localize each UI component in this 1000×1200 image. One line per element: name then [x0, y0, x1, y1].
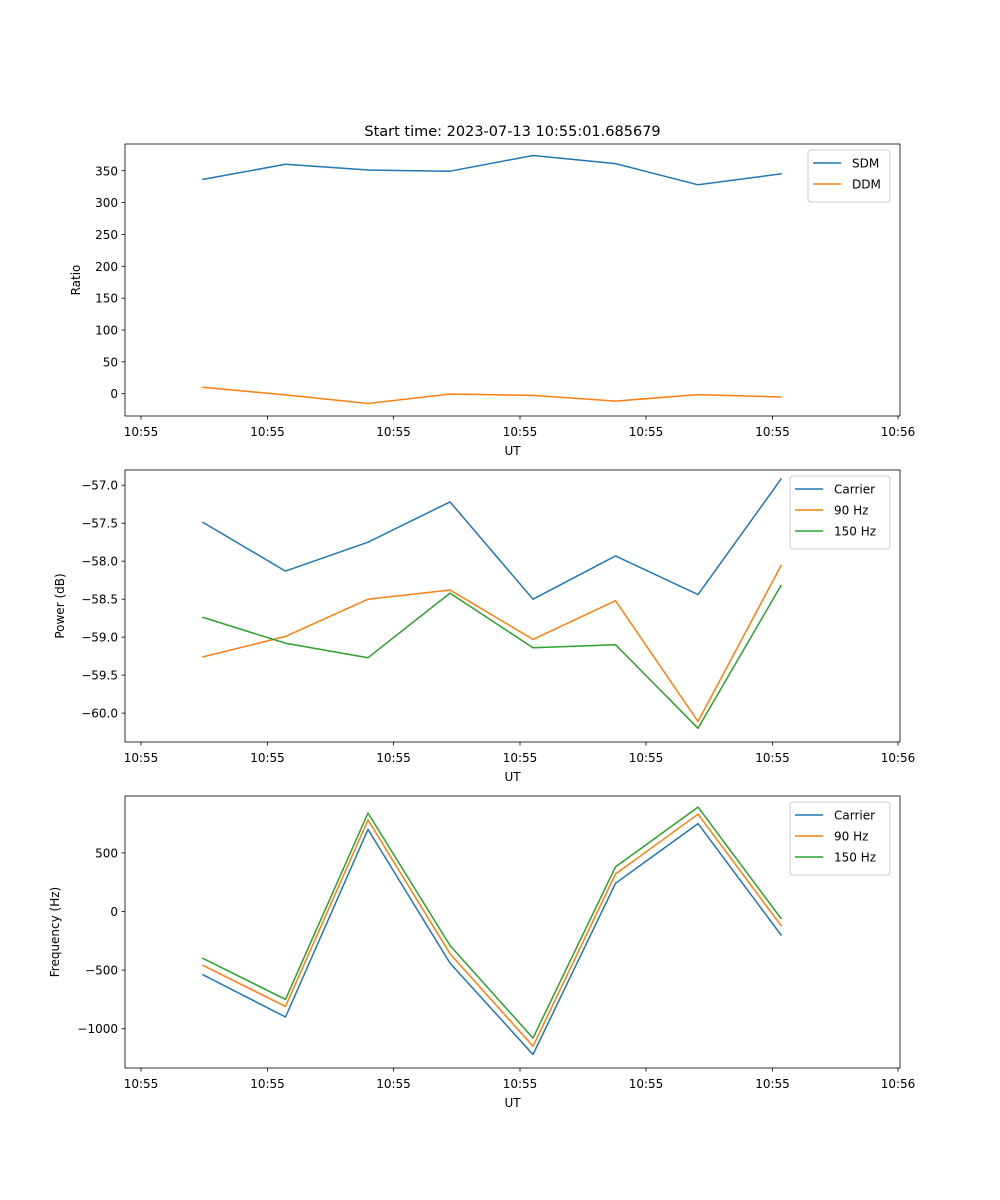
y-tick-label: −59.0 — [81, 631, 118, 645]
x-tick-label: 10:56 — [881, 425, 916, 439]
y-tick-label: −500 — [85, 964, 118, 978]
y-tick-label: −57.0 — [81, 479, 118, 493]
x-tick-label: 10:55 — [629, 425, 664, 439]
series-line-ddm — [202, 386, 782, 405]
x-tick-label: 10:55 — [755, 751, 790, 765]
x-tick-label: 10:55 — [250, 1077, 285, 1091]
y-tick-label: −58.5 — [81, 593, 118, 607]
legend-label: Carrier — [834, 483, 875, 497]
y-tick-label: 250 — [95, 228, 118, 242]
series-line-150-hz — [202, 584, 783, 730]
y-tick-label: −57.5 — [81, 517, 118, 531]
subplot-3: −1000 −500 0 500 10:55 10:55 10:55 10:55 10:55 10… — [48, 795, 916, 1110]
legend-label: 150 Hz — [834, 851, 876, 865]
y-axis-label: Power (dB) — [53, 573, 67, 638]
y-axis-label: Ratio — [69, 265, 83, 296]
series-line-sdm — [202, 154, 782, 186]
x-tick-label: 10:55 — [124, 751, 159, 765]
axes-frame — [124, 795, 901, 1069]
y-tick-label: 500 — [95, 846, 118, 860]
chart-title: Start time: 2023-07-13 10:55:01.685679 — [364, 124, 660, 140]
y-tick-label: −58.0 — [81, 555, 118, 569]
y-tick-label: 50 — [103, 355, 118, 369]
axes-frame — [124, 143, 901, 417]
x-tick-label: 10:55 — [503, 1077, 538, 1091]
legend-label: 90 Hz — [834, 830, 868, 844]
x-tick-label: 10:55 — [376, 425, 411, 439]
x-tick-label: 10:55 — [250, 425, 285, 439]
x-tick-label: 10:55 — [755, 425, 790, 439]
legend-label: Carrier — [834, 809, 875, 823]
subplot-2: −60.0 −59.5 −59.0 −58.5 −58.0 −57.5 −57.0 10:55… — [53, 469, 916, 784]
legend: SDM DDM — [807, 149, 891, 203]
y-tick-label: −1000 — [77, 1022, 118, 1036]
series-line-carrier — [201, 478, 783, 600]
y-tick-label: 300 — [95, 196, 118, 210]
series-line-90-hz — [201, 813, 783, 1048]
y-tick-label: −60.0 — [81, 707, 118, 721]
y-tick-label: 150 — [95, 292, 118, 306]
legend-label: SDM — [852, 157, 879, 171]
subplot-1: 0 50 100 150 200 250 300 350 10:55 10:55 10:55 10:5… — [69, 143, 916, 458]
y-tick-label: 0 — [110, 387, 118, 401]
x-tick-label: 10:55 — [376, 1077, 411, 1091]
x-tick-label: 10:55 — [629, 1077, 664, 1091]
y-axis-label: Frequency (Hz) — [48, 887, 62, 978]
x-tick-label: 10:55 — [629, 751, 664, 765]
legend-label: DDM — [852, 178, 881, 192]
x-axis-label: UT — [504, 444, 521, 458]
series-line-150-hz — [201, 806, 783, 1039]
legend: Carrier 90 Hz 150 Hz — [789, 475, 891, 550]
legend-label: 90 Hz — [834, 504, 868, 518]
x-tick-label: 10:55 — [124, 1077, 159, 1091]
series-line-carrier — [201, 822, 783, 1056]
x-tick-label: 10:55 — [124, 425, 159, 439]
y-tick-label: −59.5 — [81, 669, 118, 683]
x-tick-label: 10:55 — [250, 751, 285, 765]
series-line-90-hz — [202, 564, 783, 723]
x-tick-label: 10:56 — [881, 1077, 916, 1091]
legend-label: 150 Hz — [834, 525, 876, 539]
y-tick-label: 200 — [95, 260, 118, 274]
x-tick-label: 10:55 — [503, 425, 538, 439]
x-tick-label: 10:56 — [881, 751, 916, 765]
y-tick-label: 350 — [95, 164, 118, 178]
y-tick-label: 0 — [110, 905, 118, 919]
y-tick-label: 100 — [95, 324, 118, 338]
legend: Carrier 90 Hz 150 Hz — [789, 801, 891, 876]
axes-frame — [124, 469, 901, 743]
x-tick-label: 10:55 — [755, 1077, 790, 1091]
x-tick-label: 10:55 — [376, 751, 411, 765]
x-tick-label: 10:55 — [503, 751, 538, 765]
x-axis-label: UT — [504, 1096, 521, 1110]
x-axis-label: UT — [504, 770, 521, 784]
